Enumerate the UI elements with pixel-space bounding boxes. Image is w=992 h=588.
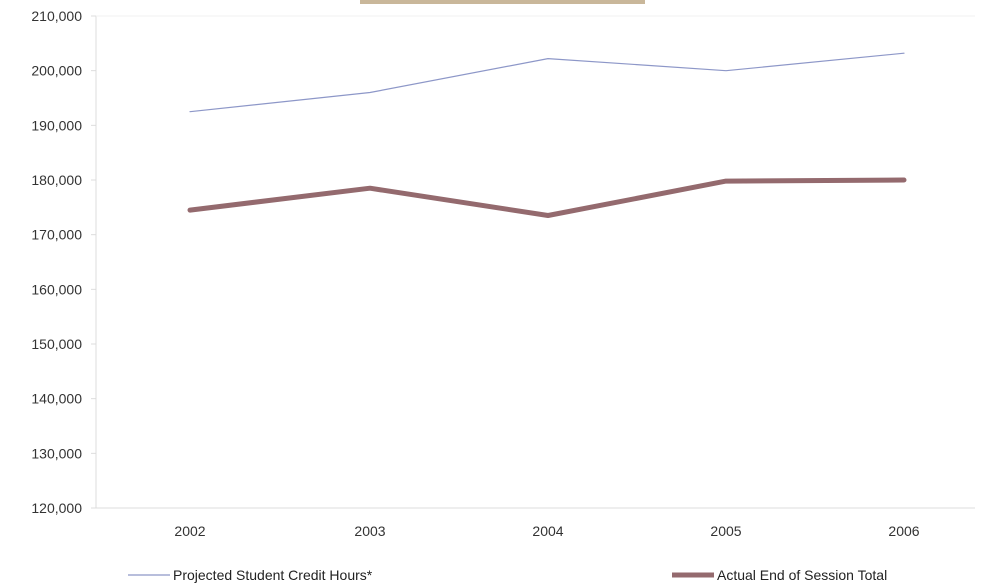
y-tick-label: 190,000 (31, 117, 82, 133)
x-axis-ticks: 2002 2003 2004 2005 2006 (174, 523, 919, 539)
y-tick-label: 170,000 (31, 227, 82, 243)
y-tick-label: 180,000 (31, 172, 82, 188)
x-tick-label: 2002 (174, 523, 205, 539)
legend-label-actual: Actual End of Session Total (717, 567, 887, 583)
x-tick-label: 2006 (888, 523, 919, 539)
x-tick-label: 2004 (532, 523, 563, 539)
y-tick-label: 120,000 (31, 500, 82, 516)
chart-title-cut (360, 0, 645, 4)
x-tick-label: 2005 (710, 523, 741, 539)
actual-end-of-session-total-line (187, 177, 907, 218)
y-tick-label: 210,000 (31, 8, 82, 24)
series-layer (187, 52, 907, 218)
y-tick-label: 130,000 (31, 445, 82, 461)
y-tick-label: 140,000 (31, 391, 82, 407)
projected-student-credit-hours-line (189, 52, 905, 113)
x-tick-label: 2003 (354, 523, 385, 539)
y-tick-label: 150,000 (31, 336, 82, 352)
legend: Projected Student Credit Hours* Actual E… (128, 567, 887, 583)
legend-label-projected: Projected Student Credit Hours* (173, 567, 373, 583)
y-axis-ticks: 120,000 130,000 140,000 150,000 160,000 170,0… (31, 8, 96, 516)
y-tick-label: 200,000 (31, 63, 82, 79)
y-tick-label: 160,000 (31, 281, 82, 297)
